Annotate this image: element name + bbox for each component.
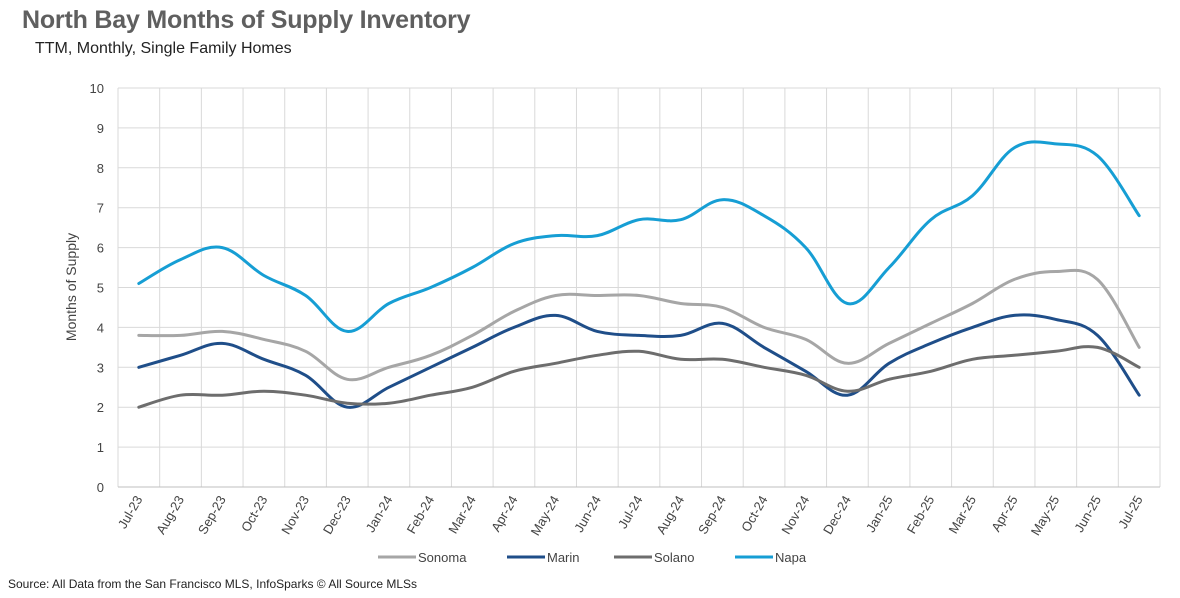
y-tick-label: 4 <box>97 320 104 335</box>
x-tick-label: Mar-25 <box>945 493 979 536</box>
x-tick-label: Jul-24 <box>615 493 646 531</box>
y-tick-label: 10 <box>90 81 104 96</box>
x-tick-label: Aug-24 <box>653 493 687 537</box>
y-tick-label: 6 <box>97 241 104 256</box>
y-axis-label: Months of Supply <box>63 233 79 341</box>
y-tick-label: 9 <box>97 121 104 136</box>
x-tick-label: Feb-24 <box>404 493 438 536</box>
series-lines <box>137 140 1141 409</box>
legend-label-marin: Marin <box>547 550 580 565</box>
x-tick-label: Oct-24 <box>738 493 770 534</box>
x-tick-label: Jul-25 <box>1115 493 1146 531</box>
x-tick-label: Dec-24 <box>820 493 854 537</box>
x-tick-label: Jul-23 <box>115 493 146 531</box>
x-tick-label: Jun-24 <box>571 493 604 535</box>
legend-label-napa: Napa <box>775 550 807 565</box>
legend: Sonoma Marin Solano Napa <box>378 550 807 565</box>
y-tick-label: 8 <box>97 161 104 176</box>
x-tick-label: Sep-23 <box>195 493 229 537</box>
x-tick-label: Oct-23 <box>238 493 270 534</box>
series-line-napa <box>137 140 1141 333</box>
x-tick-label: Feb-25 <box>904 493 938 536</box>
legend-label-solano: Solano <box>654 550 694 565</box>
x-axis-ticks: Jul-23 Aug-23 Sep-23 Oct-23 Nov-23 Dec-23 Jan-… <box>115 493 1146 538</box>
x-tick-label: Apr-25 <box>988 493 1021 534</box>
y-tick-label: 5 <box>97 281 104 296</box>
source-note: Source: All Data from the San Francisco … <box>8 577 418 591</box>
y-axis-ticks: 0 1 2 3 4 5 6 7 8 9 10 <box>90 81 104 495</box>
x-tick-label: Jun-25 <box>1071 493 1104 535</box>
x-tick-label: Mar-24 <box>445 493 479 536</box>
y-tick-label: 0 <box>97 480 104 495</box>
x-tick-label: May-24 <box>528 493 563 538</box>
x-tick-label: Apr-24 <box>488 493 521 534</box>
x-tick-label: May-25 <box>1028 493 1063 538</box>
gridlines <box>117 87 1161 488</box>
y-tick-label: 1 <box>97 440 104 455</box>
y-tick-label: 7 <box>97 201 104 216</box>
series-line-sonoma <box>137 268 1141 382</box>
x-tick-label: Jan-25 <box>863 493 896 535</box>
chart-title: North Bay Months of Supply Inventory <box>22 6 471 34</box>
x-tick-label: Aug-23 <box>153 493 187 537</box>
y-tick-label: 3 <box>97 360 104 375</box>
x-tick-label: Dec-23 <box>320 493 354 537</box>
x-tick-label: Nov-24 <box>778 493 812 537</box>
chart-subtitle: TTM, Monthly, Single Family Homes <box>35 40 292 57</box>
legend-label-sonoma: Sonoma <box>418 550 467 565</box>
series-line-solano <box>137 345 1141 409</box>
x-tick-label: Nov-23 <box>278 493 312 537</box>
x-tick-label: Sep-24 <box>695 493 729 537</box>
series-line-marin <box>137 313 1141 409</box>
x-tick-label: Jan-24 <box>363 493 396 535</box>
y-tick-label: 2 <box>97 400 104 415</box>
